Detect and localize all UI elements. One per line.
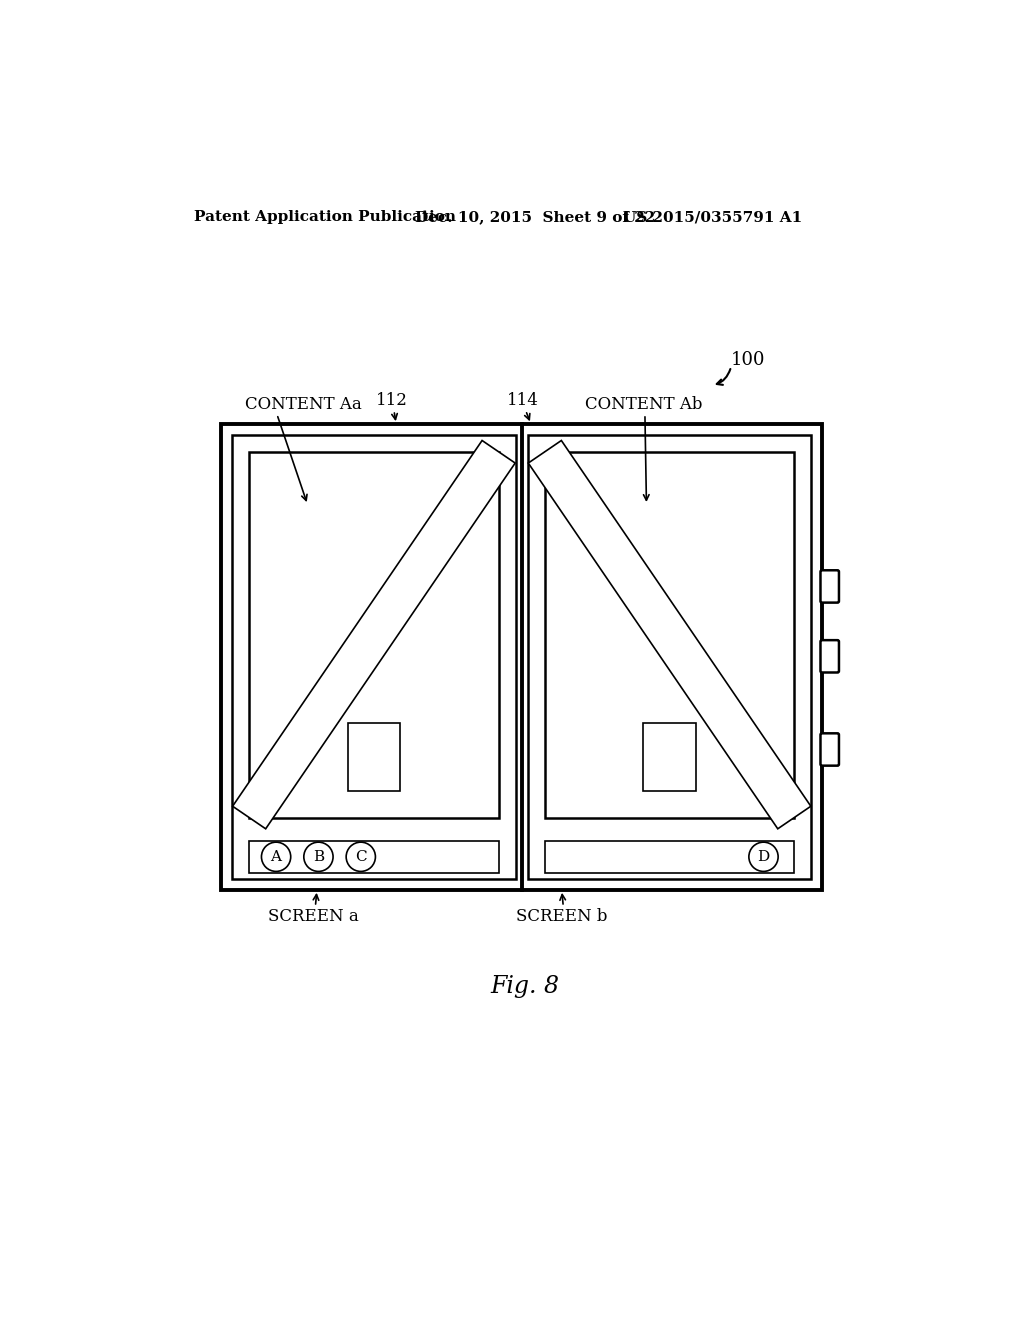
Text: CONTENT Ab: CONTENT Ab [585,396,702,413]
Text: 100: 100 [731,351,766,370]
Bar [348,723,400,791]
Text: Fig. 8: Fig. 8 [490,974,559,998]
FancyBboxPatch shape [820,640,839,672]
Text: Dec. 10, 2015  Sheet 9 of 22: Dec. 10, 2015 Sheet 9 of 22 [416,210,655,224]
FancyBboxPatch shape [820,570,839,603]
Text: C: C [355,850,367,863]
Text: D: D [758,850,770,863]
Bar [249,451,499,817]
Bar [221,424,822,890]
Bar [249,841,499,873]
Circle shape [261,842,291,871]
Text: SCREEN a: SCREEN a [268,908,359,925]
FancyBboxPatch shape [820,734,839,766]
Polygon shape [232,441,515,829]
Bar [545,451,795,817]
Text: A: A [270,850,282,863]
Bar [232,434,515,879]
Polygon shape [528,441,811,829]
Bar [528,434,811,879]
Text: CONTENT Aa: CONTENT Aa [245,396,361,413]
Text: 112: 112 [377,392,409,409]
Circle shape [749,842,778,871]
Bar [545,841,795,873]
Text: US 2015/0355791 A1: US 2015/0355791 A1 [624,210,803,224]
Text: Patent Application Publication: Patent Application Publication [194,210,456,224]
Circle shape [304,842,333,871]
Text: SCREEN b: SCREEN b [516,908,607,925]
Circle shape [346,842,376,871]
Bar [643,723,695,791]
Text: 114: 114 [507,392,540,409]
Text: B: B [313,850,324,863]
